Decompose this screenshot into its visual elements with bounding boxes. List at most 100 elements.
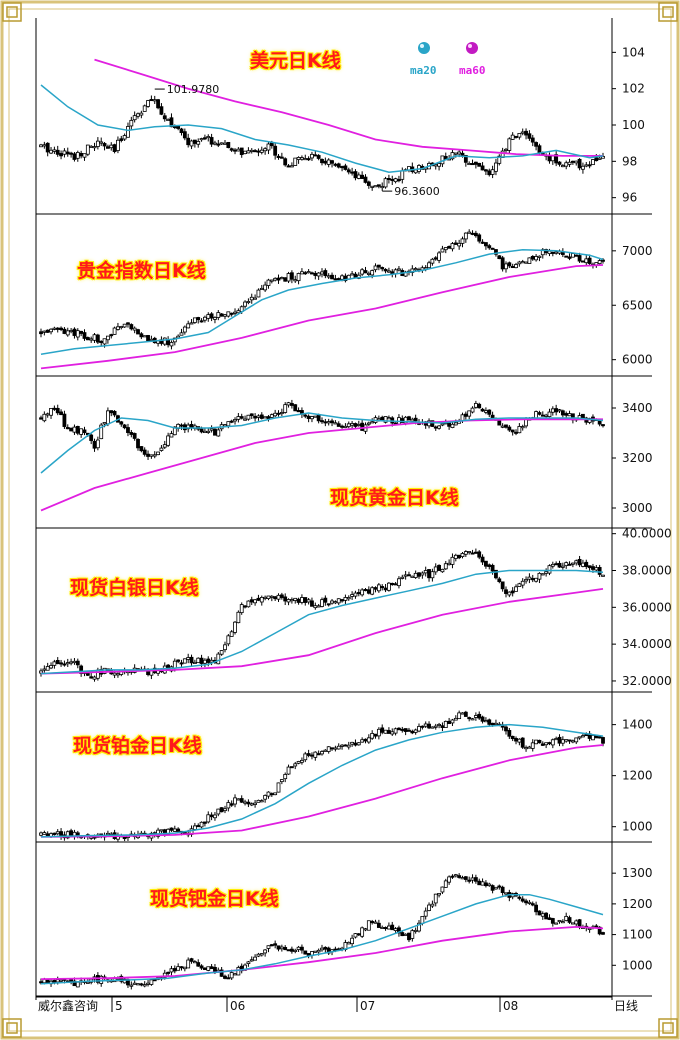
candle-body <box>403 933 408 936</box>
candle-body <box>353 171 358 179</box>
candle-body <box>383 178 388 188</box>
candle-body <box>323 160 328 164</box>
panel-1: 7000 6500 6000 <box>36 229 653 377</box>
candle-body <box>517 133 522 138</box>
candle-body <box>99 340 104 343</box>
panel-title-platinum: 现货铂金日K线 <box>73 735 202 757</box>
candle-body <box>116 326 120 330</box>
candle-body <box>564 915 569 921</box>
candle-body <box>537 145 542 154</box>
candle-body <box>584 164 589 167</box>
candle-body <box>306 599 311 603</box>
candle-body <box>557 562 562 568</box>
candle-body <box>223 314 227 317</box>
candle-body <box>283 596 288 602</box>
candle-body <box>534 904 538 913</box>
candle-body <box>376 922 381 928</box>
candle-body <box>132 982 137 985</box>
candle-body <box>209 966 214 970</box>
candle-body <box>159 447 164 451</box>
candle-body <box>376 184 381 187</box>
candle-body <box>246 600 251 608</box>
candle-body <box>477 713 482 719</box>
candle-body <box>594 567 599 571</box>
y-tick-label: 1200 <box>622 897 653 911</box>
candle-body <box>480 556 485 563</box>
candle-body <box>236 967 241 976</box>
candle-body <box>433 164 438 167</box>
candle-body <box>172 337 177 343</box>
candle-body <box>514 264 518 269</box>
candle-body <box>239 604 244 614</box>
candle-body <box>517 261 522 265</box>
candle-body <box>119 421 124 425</box>
candle-body <box>149 979 154 985</box>
candle-body <box>537 412 542 415</box>
candle-body <box>49 328 53 333</box>
candle-body <box>360 174 365 179</box>
candle-body <box>310 600 314 607</box>
candle-body <box>300 157 304 160</box>
candle-body <box>540 573 545 576</box>
candle-body <box>510 266 515 269</box>
candle-body <box>186 137 191 146</box>
candle-body <box>246 150 251 154</box>
candle-body <box>283 158 288 166</box>
candle-body <box>199 965 204 969</box>
candle-body <box>376 418 381 421</box>
candle-body <box>233 419 237 422</box>
y-tick-label: 102 <box>622 82 645 96</box>
candle-body <box>373 587 378 590</box>
candle-body <box>423 910 428 917</box>
candle-body <box>52 979 57 983</box>
candle-body <box>524 130 528 136</box>
candle-body <box>189 322 194 325</box>
candle-body <box>380 267 385 270</box>
candle-body <box>55 660 60 665</box>
candle-body <box>480 716 485 722</box>
candle-body <box>286 273 291 282</box>
y-tick-label: 34.0000 <box>622 637 672 651</box>
candle-body <box>356 592 361 595</box>
candle-body <box>206 966 211 971</box>
candle-body <box>333 948 338 951</box>
candle-body <box>397 179 401 182</box>
candle-body <box>577 158 582 169</box>
candle-body <box>547 565 552 574</box>
candle-body <box>591 159 595 166</box>
candle-body <box>340 275 344 280</box>
y-tick-label: 6000 <box>622 353 653 367</box>
candle-body <box>65 330 70 336</box>
candle-body <box>172 426 177 436</box>
candle-body <box>490 247 495 250</box>
candle-body <box>95 140 100 147</box>
candle-body <box>203 430 207 434</box>
candle-body <box>279 946 284 950</box>
candle-body <box>390 582 395 585</box>
candle-body <box>122 837 127 840</box>
candle-body <box>106 146 110 149</box>
candle-body <box>62 663 67 666</box>
candle-body <box>253 415 257 419</box>
candle-body <box>383 416 388 423</box>
candle-body <box>296 598 301 603</box>
candle-body <box>136 329 140 335</box>
y-tick-label: 6500 <box>622 298 653 312</box>
candle-body <box>346 744 351 748</box>
candle-body <box>527 746 532 749</box>
candle-body <box>517 896 522 899</box>
candle-body <box>417 922 421 932</box>
candle-body <box>490 169 495 175</box>
candle-body <box>132 433 137 439</box>
candle-body <box>494 249 498 255</box>
candle-body <box>216 143 221 146</box>
candle-body <box>289 272 294 280</box>
candle-body <box>126 322 130 325</box>
candle-body <box>300 759 304 763</box>
candle-body <box>494 162 498 172</box>
candle-body <box>473 715 478 718</box>
candle-body <box>139 446 144 452</box>
candle-body <box>253 599 257 604</box>
candle-body <box>279 594 284 598</box>
candle-body <box>229 631 234 637</box>
